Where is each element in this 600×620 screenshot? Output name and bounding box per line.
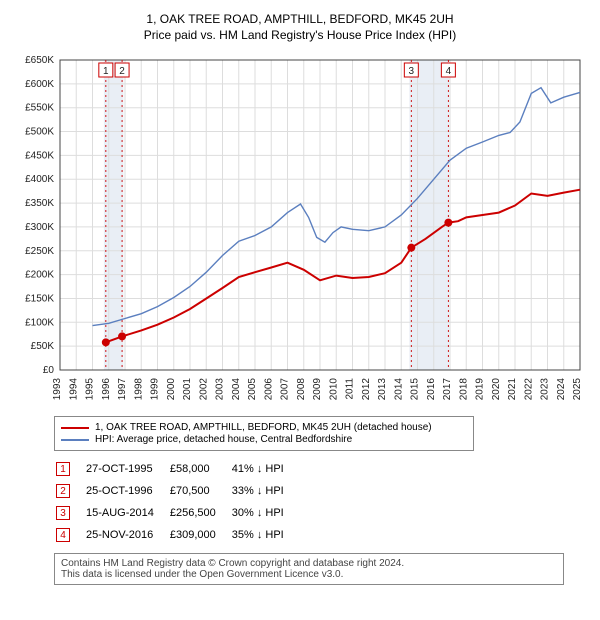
- svg-text:3: 3: [409, 66, 415, 77]
- svg-text:2025: 2025: [572, 378, 583, 401]
- svg-text:2011: 2011: [345, 378, 356, 400]
- svg-text:£650K: £650K: [25, 55, 54, 66]
- svg-text:1999: 1999: [150, 378, 161, 401]
- svg-text:2004: 2004: [231, 378, 242, 401]
- svg-text:£250K: £250K: [25, 246, 54, 257]
- svg-text:2018: 2018: [458, 378, 469, 401]
- legend-item: HPI: Average price, detached house, Cent…: [61, 434, 467, 445]
- event-marker: 1: [56, 462, 70, 476]
- svg-text:2007: 2007: [280, 378, 291, 401]
- svg-text:2000: 2000: [166, 378, 177, 401]
- event-price: £58,000: [170, 459, 230, 479]
- event-delta: 35% ↓ HPI: [232, 525, 298, 545]
- event-price: £70,500: [170, 481, 230, 501]
- svg-text:2001: 2001: [182, 378, 193, 401]
- svg-text:2010: 2010: [328, 378, 339, 401]
- svg-text:2003: 2003: [215, 378, 226, 401]
- event-price: £256,500: [170, 503, 230, 523]
- svg-text:2021: 2021: [507, 378, 518, 401]
- legend-item: 1, OAK TREE ROAD, AMPTHILL, BEDFORD, MK4…: [61, 422, 467, 433]
- legend-color-line: [61, 439, 89, 441]
- price-chart: £0 £50K £100K £150K £200K £250K £300K £350K £400…: [10, 50, 590, 410]
- svg-text:£300K: £300K: [25, 222, 54, 233]
- legend-label: HPI: Average price, detached house, Cent…: [95, 434, 352, 445]
- svg-text:2024: 2024: [556, 378, 567, 401]
- svg-text:£500K: £500K: [25, 127, 54, 138]
- legend-color-line: [61, 427, 89, 429]
- svg-text:£150K: £150K: [25, 293, 54, 304]
- legend-label: 1, OAK TREE ROAD, AMPTHILL, BEDFORD, MK4…: [95, 422, 432, 433]
- svg-text:1: 1: [103, 66, 109, 77]
- svg-text:£50K: £50K: [31, 341, 55, 352]
- event-date: 27-OCT-1995: [86, 459, 168, 479]
- svg-text:2: 2: [119, 66, 125, 77]
- svg-text:£450K: £450K: [25, 150, 54, 161]
- svg-text:2019: 2019: [475, 378, 486, 401]
- event-delta: 30% ↓ HPI: [232, 503, 298, 523]
- event-price: £309,000: [170, 525, 230, 545]
- svg-text:2002: 2002: [198, 378, 209, 401]
- svg-text:2012: 2012: [361, 378, 372, 401]
- svg-text:1994: 1994: [68, 378, 79, 401]
- event-date: 15-AUG-2014: [86, 503, 168, 523]
- event-row: 2 25-OCT-1996£70,50033% ↓ HPI: [56, 481, 298, 501]
- svg-text:2013: 2013: [377, 378, 388, 401]
- svg-text:1998: 1998: [133, 378, 144, 401]
- svg-text:2017: 2017: [442, 378, 453, 401]
- footer-line-1: Contains HM Land Registry data © Crown c…: [61, 558, 557, 569]
- footer-line-2: This data is licensed under the Open Gov…: [61, 569, 557, 580]
- event-date: 25-NOV-2016: [86, 525, 168, 545]
- svg-text:2022: 2022: [523, 378, 534, 401]
- event-row: 1 27-OCT-1995£58,00041% ↓ HPI: [56, 459, 298, 479]
- svg-text:2015: 2015: [410, 378, 421, 401]
- svg-text:1993: 1993: [52, 378, 63, 401]
- event-delta: 41% ↓ HPI: [232, 459, 298, 479]
- svg-text:2009: 2009: [312, 378, 323, 401]
- svg-text:2016: 2016: [426, 378, 437, 401]
- title-line-1: 1, OAK TREE ROAD, AMPTHILL, BEDFORD, MK4…: [10, 12, 590, 26]
- svg-text:2008: 2008: [296, 378, 307, 401]
- svg-text:£200K: £200K: [25, 270, 54, 281]
- svg-text:£400K: £400K: [25, 174, 54, 185]
- event-marker: 2: [56, 484, 70, 498]
- svg-text:1997: 1997: [117, 378, 128, 401]
- svg-text:£600K: £600K: [25, 79, 54, 90]
- svg-text:2006: 2006: [263, 378, 274, 401]
- svg-text:1995: 1995: [85, 378, 96, 401]
- svg-text:£350K: £350K: [25, 198, 54, 209]
- event-delta: 33% ↓ HPI: [232, 481, 298, 501]
- event-marker: 4: [56, 528, 70, 542]
- event-row: 4 25-NOV-2016£309,00035% ↓ HPI: [56, 525, 298, 545]
- event-date: 25-OCT-1996: [86, 481, 168, 501]
- title-line-2: Price paid vs. HM Land Registry's House …: [10, 28, 590, 42]
- svg-text:2020: 2020: [491, 378, 502, 401]
- svg-text:£0: £0: [43, 365, 55, 376]
- svg-text:£550K: £550K: [25, 103, 54, 114]
- svg-text:4: 4: [446, 66, 452, 77]
- event-marker: 3: [56, 506, 70, 520]
- legend: 1, OAK TREE ROAD, AMPTHILL, BEDFORD, MK4…: [54, 416, 474, 451]
- svg-text:2023: 2023: [540, 378, 551, 401]
- events-table: 1 27-OCT-1995£58,00041% ↓ HPI 2 25-OCT-1996…: [54, 457, 300, 547]
- event-row: 3 15-AUG-2014£256,50030% ↓ HPI: [56, 503, 298, 523]
- svg-text:1996: 1996: [101, 378, 112, 401]
- svg-text:2005: 2005: [247, 378, 258, 401]
- svg-text:£100K: £100K: [25, 317, 54, 328]
- footer-attribution: Contains HM Land Registry data © Crown c…: [54, 553, 564, 585]
- chart-container: £0 £50K £100K £150K £200K £250K £300K £350K £400…: [10, 50, 590, 410]
- svg-text:2014: 2014: [393, 378, 404, 401]
